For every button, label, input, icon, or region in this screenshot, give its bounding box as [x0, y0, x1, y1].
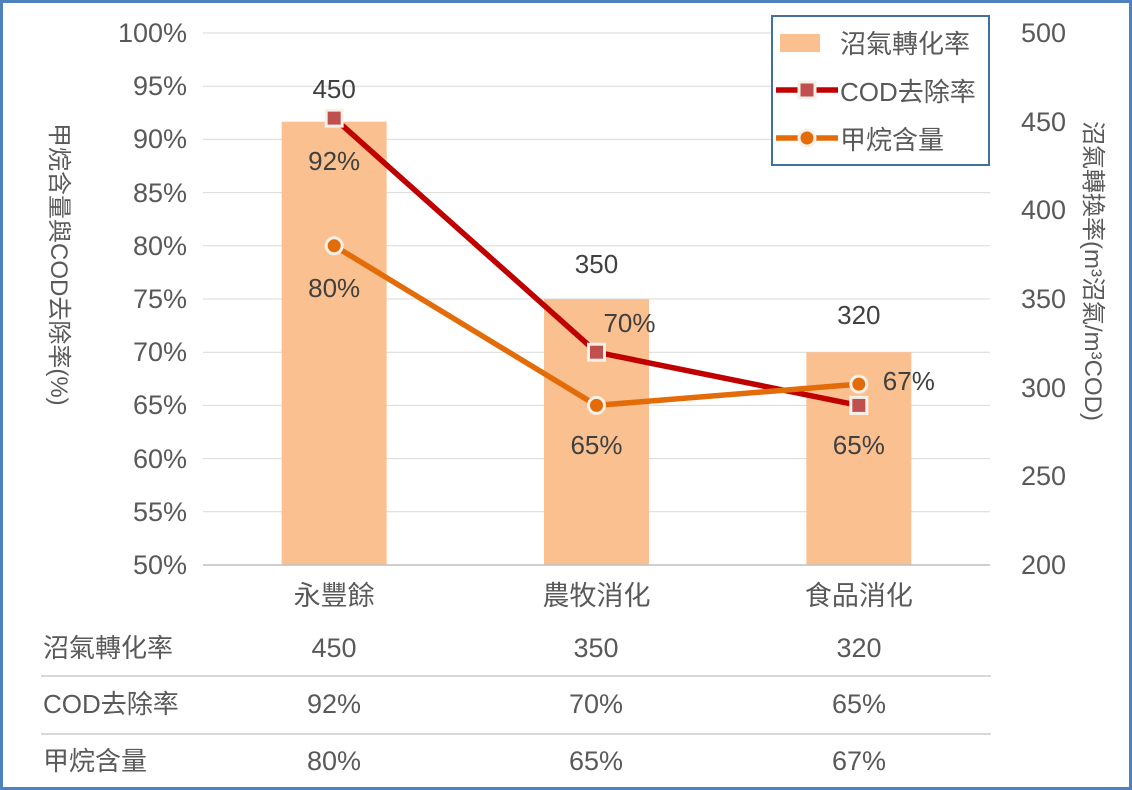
data-label: 320	[837, 300, 881, 331]
right-axis-tick: 400	[1021, 195, 1067, 226]
right-axis-tick: 200	[1021, 550, 1067, 580]
data-label: 65%	[832, 430, 885, 461]
table-divider	[41, 733, 991, 735]
table-cell: 67%	[831, 746, 887, 776]
table-cell: 450	[311, 633, 357, 663]
left-axis-tick: 55%	[132, 496, 187, 527]
bar-swatch-icon	[780, 33, 820, 52]
data-label: 80%	[308, 272, 361, 303]
circle-marker	[324, 236, 344, 256]
table-cell: 65%	[568, 746, 624, 776]
square-marker	[849, 395, 869, 415]
legend-item-biogas-conversion: 沼氣轉化率	[776, 20, 988, 66]
table-row-biogas-conversion: 沼氣轉化率 450 350 320	[3, 631, 1129, 667]
left-axis-tick: 50%	[132, 550, 187, 580]
bar-category-0	[281, 121, 387, 566]
table-cell: 320	[836, 633, 882, 663]
left-axis-tick: 90%	[132, 124, 187, 155]
left-axis-tick: 70%	[132, 337, 187, 368]
category-label-2: 食品消化	[804, 581, 913, 611]
table-row-methane-content: 甲烷含量 80% 65% 67%	[3, 744, 1129, 780]
legend-item-methane-content: 甲烷含量	[776, 115, 988, 161]
data-label: 67%	[882, 366, 935, 397]
right-axis-tick: 450	[1021, 106, 1067, 137]
left-axis-tick: 95%	[132, 71, 187, 102]
legend-label-biogas-conversion: 沼氣轉化率	[840, 29, 971, 60]
circle-marker	[587, 395, 606, 415]
circle-marker	[849, 374, 869, 394]
cod-line-swatch-icon	[776, 80, 838, 100]
category-label-1: 農牧消化	[542, 581, 651, 611]
table-cell: 80%	[306, 746, 362, 776]
data-label: 350	[574, 249, 619, 279]
legend-label-methane-content: 甲烷含量	[840, 124, 945, 155]
category-label-0: 永豐餘	[293, 581, 375, 611]
right-axis-tick: 250	[1021, 461, 1067, 492]
left-axis-tick: 60%	[132, 443, 187, 474]
right-axis-tick: 350	[1021, 284, 1067, 314]
left-axis-tick: 80%	[132, 230, 187, 261]
data-label: 70%	[603, 308, 656, 339]
table-divider	[41, 675, 991, 677]
left-axis-tick: 85%	[132, 177, 187, 208]
left-axis-tick: 65%	[132, 390, 187, 421]
legend-label-cod-removal: COD去除率	[840, 76, 976, 107]
right-axis-tick: 500	[1021, 18, 1067, 48]
methane-line-swatch-icon	[776, 128, 838, 148]
table-row-label: COD去除率	[43, 689, 179, 719]
left-axis-tick: 100%	[117, 18, 187, 48]
plot-area	[203, 32, 990, 566]
data-label: 92%	[308, 146, 361, 177]
data-label: 65%	[570, 430, 623, 461]
square-marker	[587, 342, 606, 362]
table-cell: 92%	[306, 689, 362, 719]
table-cell: 350	[573, 633, 619, 663]
legend-item-cod-removal: COD去除率	[776, 67, 988, 113]
data-label: 450	[312, 73, 356, 104]
table-cell: 70%	[568, 689, 624, 719]
table-row-cod-removal: COD去除率 92% 70% 65%	[3, 687, 1129, 723]
left-axis-tick: 75%	[132, 284, 187, 314]
table-row-label: 甲烷含量	[43, 746, 148, 776]
right-axis-tick: 300	[1021, 372, 1067, 403]
table-row-label: 沼氣轉化率	[43, 633, 174, 663]
table-cell: 65%	[831, 689, 887, 719]
legend: 沼氣轉化率 COD去除率 甲烷含量	[771, 15, 990, 166]
square-marker	[324, 108, 344, 128]
